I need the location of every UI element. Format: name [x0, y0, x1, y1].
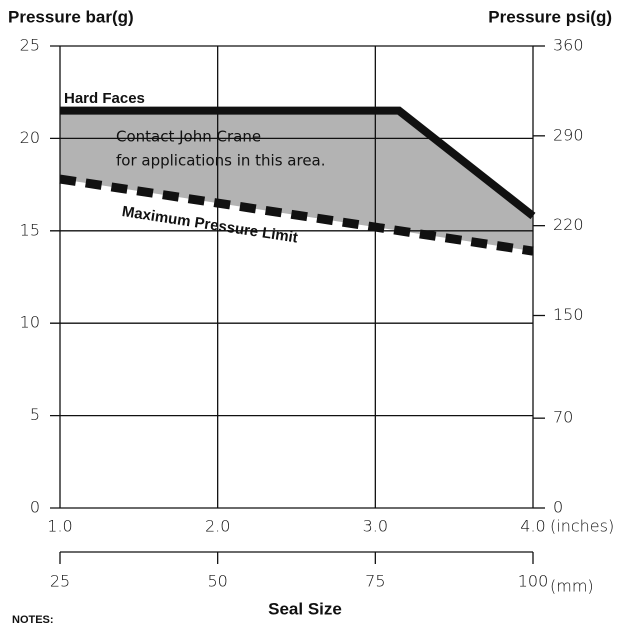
x-axis-title: Seal Size [268, 599, 342, 618]
y-tick-label: 15 [20, 220, 40, 239]
y2-tick-label: 150 [553, 305, 584, 324]
x-tick-label: 3.0 [363, 517, 388, 536]
shaded-area [60, 110, 533, 252]
annotation: Contact John Crane [116, 128, 261, 146]
y-tick-label: 20 [20, 128, 40, 147]
series-line [60, 106, 536, 220]
x2-tick-label: 25 [50, 572, 70, 591]
notes: NOTES: [12, 614, 54, 624]
y2-tick-label: 290 [553, 125, 584, 144]
y2-tick-label: 360 [553, 36, 584, 55]
y2-tick-label: 0 [553, 498, 563, 517]
x-tick-label: 1.0 [47, 517, 72, 536]
x2-tick-label: 50 [207, 572, 227, 591]
annotation: for applications in this area. [116, 152, 326, 170]
series-line [59, 174, 534, 256]
y-tick-label: 10 [20, 313, 40, 332]
y-tick-label: 0 [30, 498, 40, 517]
y2-axis-title: Pressure psi(g) [488, 7, 612, 26]
y2-tick-label: 220 [553, 215, 584, 234]
x2-tick-label: 100 [518, 572, 549, 591]
series-label: Hard Faces [64, 90, 145, 107]
x-unit: (inches) [550, 517, 614, 536]
x-tick-label: 2.0 [205, 517, 230, 536]
x2-tick-label: 75 [365, 572, 385, 591]
x2-unit: (mm) [550, 577, 594, 596]
y-tick-label: 25 [20, 36, 40, 55]
y-axis-title: Pressure bar(g) [8, 7, 134, 26]
x-tick-label: 4.0 [520, 517, 545, 536]
y-tick-label: 5 [30, 405, 40, 424]
y2-tick-label: 70 [553, 408, 573, 427]
